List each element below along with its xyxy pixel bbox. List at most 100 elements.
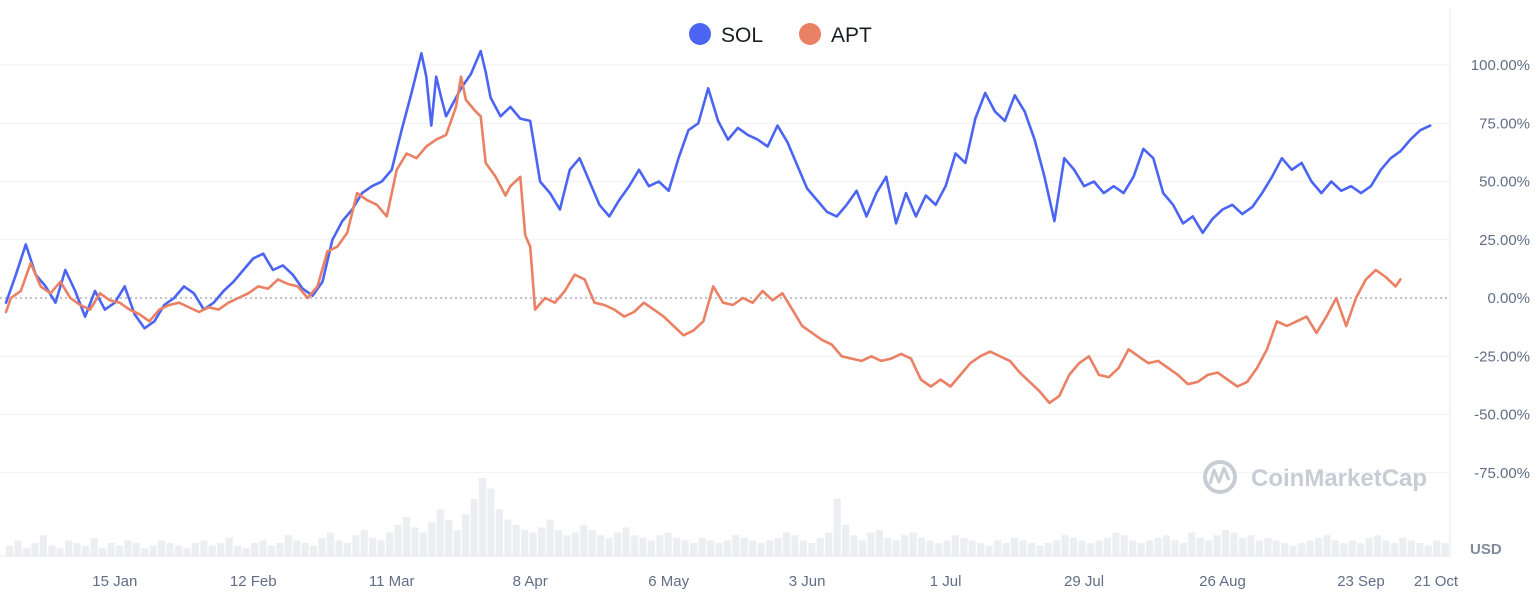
- volume-bar: [1086, 543, 1095, 556]
- volume-bar: [48, 545, 56, 556]
- volume-bar: [191, 543, 200, 556]
- legend-label-sol[interactable]: SOL: [721, 24, 763, 47]
- volume-bar: [630, 535, 639, 556]
- volume-bar: [208, 545, 216, 556]
- volume-bar: [639, 537, 647, 556]
- volume-bar: [622, 527, 630, 556]
- volume-bar: [1095, 540, 1103, 556]
- volume-bar: [1357, 543, 1365, 556]
- volume-bar: [1010, 537, 1019, 556]
- volume-bar: [82, 545, 90, 556]
- series-line-apt[interactable]: [4, 75, 1402, 405]
- volume-bar: [326, 532, 335, 556]
- volume-bar: [1230, 532, 1238, 556]
- volume-bar: [1374, 535, 1382, 556]
- volume-bar: [1289, 545, 1297, 556]
- currency-label: USD: [1470, 541, 1502, 558]
- volume-bar: [141, 548, 149, 556]
- y-tick-label: -50.00%: [1474, 407, 1530, 424]
- volume-bar: [462, 514, 470, 556]
- volume-bar: [1407, 540, 1416, 556]
- volume-bar: [1281, 543, 1289, 556]
- legend-marker-apt: [799, 23, 821, 45]
- volume-bar: [1146, 540, 1154, 556]
- volume-bar: [706, 540, 715, 556]
- volume-bar: [1323, 535, 1331, 556]
- volume-bar: [504, 519, 512, 556]
- volume-bar: [867, 532, 875, 556]
- legend-label-apt[interactable]: APT: [831, 24, 872, 47]
- volume-bar: [1205, 540, 1213, 556]
- volume-bar: [833, 498, 841, 556]
- volume-bar: [250, 543, 259, 556]
- volume-bar: [1306, 540, 1314, 556]
- volume-bar: [554, 530, 563, 556]
- y-tick-label: 75.00%: [1479, 115, 1530, 132]
- volume-bar: [850, 535, 858, 556]
- volume-bar: [808, 543, 816, 556]
- volume-bar: [1222, 530, 1230, 556]
- volume-bar: [183, 548, 191, 556]
- volume-bar: [428, 522, 436, 556]
- volume-bar: [825, 532, 833, 556]
- volume-bar: [580, 524, 588, 556]
- x-tick-label: 26 Aug: [1199, 573, 1246, 590]
- volume-bar: [1171, 540, 1179, 556]
- volume-bar: [740, 537, 748, 556]
- y-tick-label: 100.00%: [1471, 57, 1530, 74]
- volume-bar: [1382, 540, 1390, 556]
- volume-bar: [563, 535, 571, 556]
- volume-bar: [107, 543, 115, 556]
- x-tick-label: 15 Jan: [92, 573, 137, 590]
- volume-bar: [158, 540, 166, 556]
- volume-bar: [985, 545, 993, 556]
- volume-bar: [546, 519, 554, 556]
- series-line-sol[interactable]: [4, 49, 1432, 330]
- volume-bar: [529, 532, 537, 556]
- y-tick-label: 25.00%: [1479, 232, 1530, 249]
- volume-bar: [377, 540, 385, 556]
- volume-bar: [166, 543, 174, 556]
- volume-bar: [968, 540, 976, 556]
- volume-bar: [1255, 540, 1264, 556]
- volume-bar: [1188, 532, 1196, 556]
- volume-bar: [723, 540, 732, 556]
- volume-bar: [757, 543, 765, 556]
- volume-bar: [1019, 540, 1027, 556]
- volume-bar: [132, 543, 140, 556]
- volume-bar: [284, 535, 292, 556]
- volume-bar: [470, 498, 478, 556]
- volume-bar: [909, 532, 917, 556]
- volume-bar: [1036, 545, 1044, 556]
- volume-bar: [538, 527, 546, 556]
- volume-bar: [225, 537, 233, 556]
- coinmarketcap-logo-icon: [1203, 460, 1237, 494]
- volume-bar: [174, 545, 183, 556]
- volume-bar: [926, 540, 934, 556]
- volume-bar: [766, 540, 774, 556]
- volume-bar: [495, 509, 504, 556]
- volume-bar: [571, 532, 580, 556]
- volume-bar: [1078, 540, 1086, 556]
- volume-bar: [1044, 543, 1052, 556]
- volume-bar: [293, 540, 301, 556]
- volume-bar: [1264, 537, 1272, 556]
- volume-bar: [1027, 543, 1036, 556]
- volume-bar: [65, 540, 73, 556]
- volume-bar: [360, 530, 368, 556]
- volume-bar: [1053, 540, 1061, 556]
- volume-bar: [478, 478, 487, 556]
- volume-bar: [664, 532, 672, 556]
- gridlines: [0, 8, 1451, 557]
- volume-bar: [352, 535, 360, 556]
- volume-bar: [217, 543, 225, 556]
- volume-bar: [614, 532, 622, 556]
- volume-bar: [605, 537, 613, 556]
- coinmarketcap-watermark: CoinMarketCap: [1203, 460, 1427, 494]
- x-tick-label: 11 Mar: [369, 573, 415, 590]
- volume-bar: [673, 537, 681, 556]
- x-tick-label: 23 Sep: [1337, 573, 1385, 590]
- volume-bar: [715, 543, 723, 556]
- y-tick-label: 0.00%: [1487, 290, 1530, 307]
